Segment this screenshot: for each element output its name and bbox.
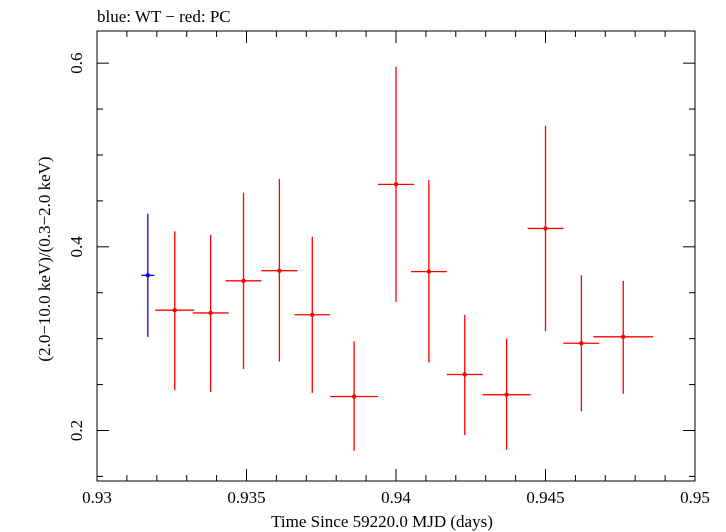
data-point xyxy=(261,178,298,362)
data-point xyxy=(527,125,564,332)
point-marker xyxy=(351,394,357,399)
y-axis-label: (2.0−10.0 keV)/(0.3−2.0 keV) xyxy=(35,156,54,361)
data-point xyxy=(155,231,195,391)
point-marker xyxy=(393,182,399,187)
data-point xyxy=(330,341,379,451)
data-points xyxy=(141,66,654,451)
point-marker xyxy=(241,278,246,283)
point-marker xyxy=(426,269,432,274)
x-axis-label: Time Since 59220.0 MJD (days) xyxy=(271,512,493,531)
point-marker xyxy=(277,268,282,273)
data-point xyxy=(446,314,483,436)
data-point xyxy=(593,280,654,394)
chart-title: blue: WT − red: PC xyxy=(97,7,231,26)
data-point xyxy=(410,179,447,363)
point-marker xyxy=(310,312,315,317)
y-tick-label: 0.6 xyxy=(67,53,86,74)
point-marker xyxy=(543,226,548,231)
y-tick-label: 0.2 xyxy=(67,420,86,441)
data-point xyxy=(378,66,414,302)
point-marker xyxy=(172,307,177,313)
data-point xyxy=(563,275,600,412)
x-tick-label: 0.93 xyxy=(82,488,112,507)
x-tick-label: 0.95 xyxy=(680,488,710,507)
y-tick-label: 0.4 xyxy=(67,236,86,258)
data-point xyxy=(192,234,229,392)
data-point xyxy=(294,236,331,393)
point-marker xyxy=(462,372,467,377)
point-marker xyxy=(208,310,213,316)
axis-ticks: 0.93 0.935 0.94 0.945 0.95 0.2 0.4 0.6 xyxy=(67,31,710,507)
x-tick-label: 0.935 xyxy=(227,488,265,507)
point-marker xyxy=(504,392,509,397)
point-marker xyxy=(579,341,584,346)
data-point xyxy=(482,338,531,450)
data-point xyxy=(141,213,155,337)
data-point xyxy=(225,192,262,369)
point-marker xyxy=(621,334,626,340)
point-marker xyxy=(145,273,151,278)
x-tick-label: 0.94 xyxy=(381,488,411,507)
x-tick-label: 0.945 xyxy=(526,488,564,507)
